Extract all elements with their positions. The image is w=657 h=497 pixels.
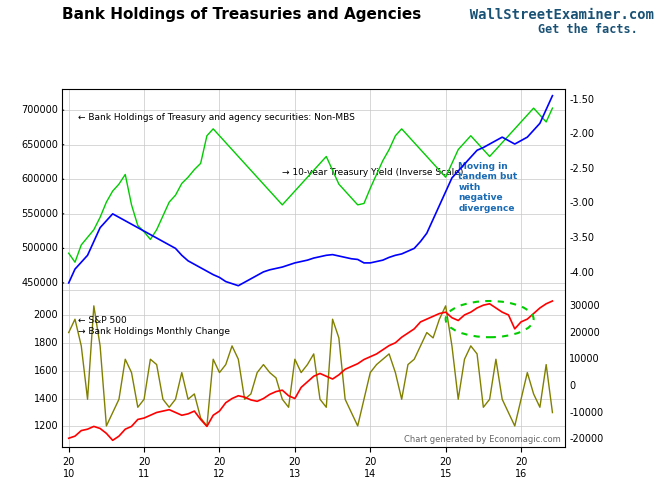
- Text: -3.00: -3.00: [569, 198, 594, 208]
- Text: 450000: 450000: [22, 278, 58, 288]
- Text: 650000: 650000: [22, 140, 58, 150]
- Text: 0: 0: [569, 381, 576, 391]
- Text: Moving in
tandem but
with
negative
divergence: Moving in tandem but with negative diver…: [458, 162, 518, 213]
- Text: 1400: 1400: [34, 394, 58, 404]
- Text: -4.00: -4.00: [569, 267, 594, 278]
- Text: -10000: -10000: [569, 408, 603, 417]
- Text: -1.50: -1.50: [569, 95, 594, 105]
- Text: Get the facts.: Get the facts.: [537, 23, 637, 36]
- Text: 550000: 550000: [21, 209, 58, 219]
- Text: -2.00: -2.00: [569, 129, 594, 139]
- Text: -3.50: -3.50: [569, 233, 594, 243]
- Text: ← Bank Holdings of Treasury and agency securities: Non-MBS: ← Bank Holdings of Treasury and agency s…: [78, 113, 355, 122]
- Text: 2000: 2000: [34, 310, 58, 320]
- Text: → 10-year Treasury Yield (Inverse Scale): → 10-year Treasury Yield (Inverse Scale): [283, 168, 464, 177]
- Text: 30000: 30000: [569, 301, 600, 311]
- Text: -20000: -20000: [569, 434, 603, 444]
- Text: -2.50: -2.50: [569, 164, 595, 174]
- Text: 1200: 1200: [34, 421, 58, 431]
- Text: 1800: 1800: [34, 338, 58, 348]
- Text: 1600: 1600: [34, 366, 58, 376]
- Text: 20000: 20000: [569, 328, 600, 337]
- Text: → Bank Holdings Monthly Change: → Bank Holdings Monthly Change: [78, 327, 230, 336]
- Text: 10000: 10000: [569, 354, 600, 364]
- Text: 700000: 700000: [22, 105, 58, 115]
- Text: Bank Holdings of Treasuries and Agencies: Bank Holdings of Treasuries and Agencies: [62, 7, 422, 22]
- Text: WallStreetExaminer.com: WallStreetExaminer.com: [453, 8, 654, 22]
- Text: ← S&P 500: ← S&P 500: [78, 316, 127, 325]
- Text: Chart generated by Economagic.com: Chart generated by Economagic.com: [404, 435, 561, 444]
- Text: 500000: 500000: [22, 244, 58, 253]
- Text: 600000: 600000: [22, 174, 58, 184]
